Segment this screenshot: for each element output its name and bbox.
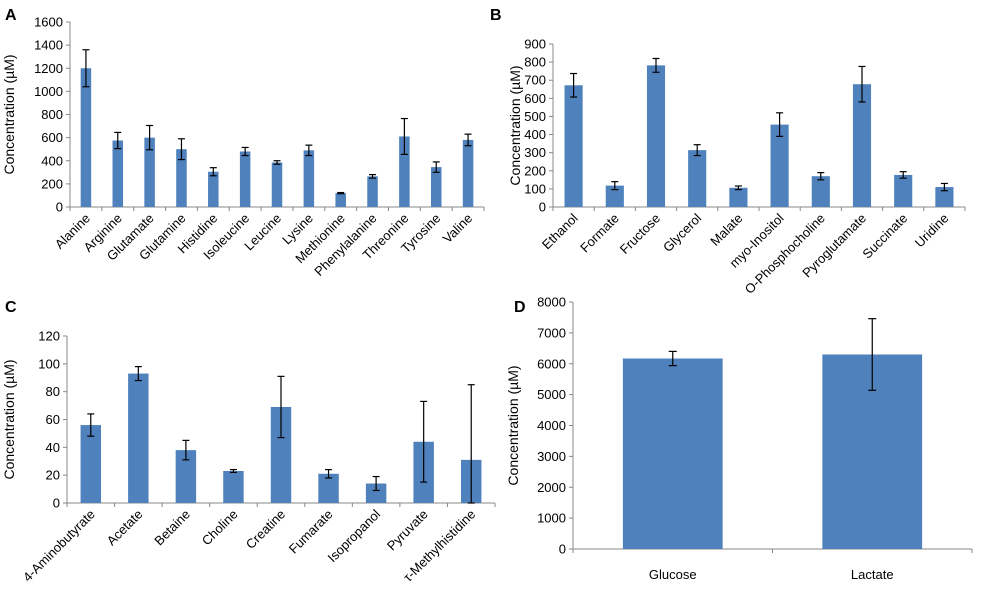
bar-betaine bbox=[175, 450, 197, 503]
y-tick-label: 4000 bbox=[537, 418, 566, 433]
y-tick-label: 0 bbox=[539, 200, 546, 215]
y-tick-label: 200 bbox=[524, 163, 546, 178]
y-tick-label: 0 bbox=[56, 200, 63, 215]
bar-phenylalanine bbox=[367, 176, 378, 207]
bar-arginine bbox=[112, 140, 124, 207]
y-tick-label: 1000 bbox=[537, 511, 566, 526]
x-tick-label: Pyruvate bbox=[384, 507, 431, 554]
y-tick-label: 0 bbox=[559, 542, 566, 557]
bar-ethanol bbox=[564, 85, 583, 207]
y-tick-label: 100 bbox=[524, 181, 546, 196]
x-tick-label: Valine bbox=[440, 211, 475, 246]
bar-tyrosine bbox=[430, 167, 442, 207]
x-tick-label: Ethanol bbox=[539, 210, 581, 252]
x-tick-label: Acetate bbox=[104, 507, 146, 549]
x-tick-label: Formate bbox=[577, 211, 622, 256]
x-tick-label: Creatine bbox=[243, 507, 288, 552]
bar-pyroglutamate bbox=[852, 84, 872, 207]
x-tick-label: Fumarate bbox=[286, 507, 336, 557]
bar-threonine bbox=[399, 136, 410, 207]
y-axis-title: Concentration (µM) bbox=[1, 359, 17, 479]
x-tick-label: Choline bbox=[199, 507, 241, 549]
bar-isoleucine bbox=[239, 151, 251, 207]
x-tick-label: Succinate bbox=[859, 211, 910, 262]
bar-lysine bbox=[303, 150, 315, 207]
y-tick-label: 900 bbox=[524, 37, 546, 52]
bar-alanine bbox=[80, 68, 92, 207]
bar-glutamine bbox=[176, 149, 187, 207]
y-tick-label: 600 bbox=[524, 91, 546, 106]
y-tick-label: 300 bbox=[524, 145, 546, 160]
y-axis-title: Concentration (µM) bbox=[505, 365, 521, 485]
y-tick-label: 100 bbox=[38, 356, 60, 371]
y-tick-label: 600 bbox=[41, 130, 63, 145]
y-tick-label: 60 bbox=[46, 412, 60, 427]
y-tick-label: 800 bbox=[524, 55, 546, 70]
bar-succinate bbox=[894, 174, 913, 207]
bar-formate bbox=[605, 185, 624, 207]
y-tick-label: 200 bbox=[41, 176, 63, 191]
bar-malate bbox=[729, 187, 748, 207]
bar-creatine bbox=[270, 406, 292, 503]
y-tick-label: 8000 bbox=[537, 295, 566, 310]
y-axis-title: Concentration (µM) bbox=[507, 65, 523, 185]
bar-glycerol bbox=[688, 150, 707, 207]
panel-label: C bbox=[5, 299, 17, 316]
panel-d: D Concentration (µM) 0 1000 2000 3000 4000 5000… bbox=[505, 295, 973, 582]
bar-o-phosphocholine bbox=[811, 176, 830, 207]
y-tick-label: 40 bbox=[46, 440, 60, 455]
x-tick-label: Glycerol bbox=[660, 210, 704, 254]
panel-label: D bbox=[514, 299, 526, 316]
x-tick-label: Fructose bbox=[617, 211, 663, 257]
bar-leucine bbox=[271, 162, 283, 207]
x-tick-label: 4-Aminobutyrate bbox=[20, 507, 98, 585]
bar-fumarate bbox=[318, 473, 339, 503]
x-tick-label: Lactate bbox=[851, 567, 894, 582]
x-tick-label: Malate bbox=[707, 211, 745, 249]
y-tick-label: 1600 bbox=[34, 15, 63, 30]
panel-label: A bbox=[5, 7, 17, 24]
y-tick-label: 1400 bbox=[34, 38, 63, 53]
y-tick-label: 20 bbox=[46, 468, 60, 483]
y-tick-label: 80 bbox=[46, 384, 60, 399]
y-tick-label: 5000 bbox=[537, 387, 566, 402]
y-tick-label: 2000 bbox=[537, 480, 566, 495]
y-tick-label: 500 bbox=[524, 109, 546, 124]
x-tick-label: Uridine bbox=[912, 211, 952, 251]
y-tick-label: 3000 bbox=[537, 449, 566, 464]
bar-valine bbox=[462, 139, 474, 207]
y-tick-label: 120 bbox=[38, 329, 60, 344]
y-tick-label: 700 bbox=[524, 73, 546, 88]
y-tick-label: 6000 bbox=[537, 356, 566, 371]
bar-choline bbox=[223, 470, 244, 503]
y-tick-label: 400 bbox=[41, 153, 63, 168]
y-tick-label: 7000 bbox=[537, 325, 566, 340]
x-tick-label: Glucose bbox=[649, 567, 697, 582]
panel-label: B bbox=[490, 7, 502, 24]
y-tick-label: 400 bbox=[524, 127, 546, 142]
panel-b: B Concentration (µM) 0 100 200 300 400 500 600 70… bbox=[490, 7, 966, 297]
bar-glucose bbox=[622, 358, 723, 549]
bar-uridine bbox=[935, 187, 954, 207]
bar-isopropanol bbox=[365, 483, 387, 503]
bar-acetate bbox=[128, 373, 149, 503]
x-tick-label: Betaine bbox=[151, 507, 193, 549]
y-tick-label: 800 bbox=[41, 107, 63, 122]
bar-4-aminobutyrate bbox=[80, 425, 102, 503]
bar-methionine bbox=[335, 193, 346, 207]
bar-histidine bbox=[208, 171, 219, 207]
y-axis-title: Concentration (µM) bbox=[1, 54, 17, 174]
bar-glutamate bbox=[144, 137, 155, 207]
y-tick-label: 1000 bbox=[34, 84, 63, 99]
panel-a: A Concentration (µM) 0 200 400 600 800 1000 1200… bbox=[1, 7, 485, 279]
bar-myo-inositol bbox=[770, 124, 789, 207]
bar-fructose bbox=[646, 65, 666, 207]
y-tick-label: 1200 bbox=[34, 61, 63, 76]
panel-c: C Concentration (µM) 0 20 40 60 80 100 120 4-Amin… bbox=[1, 299, 496, 585]
y-tick-label: 0 bbox=[53, 496, 60, 511]
